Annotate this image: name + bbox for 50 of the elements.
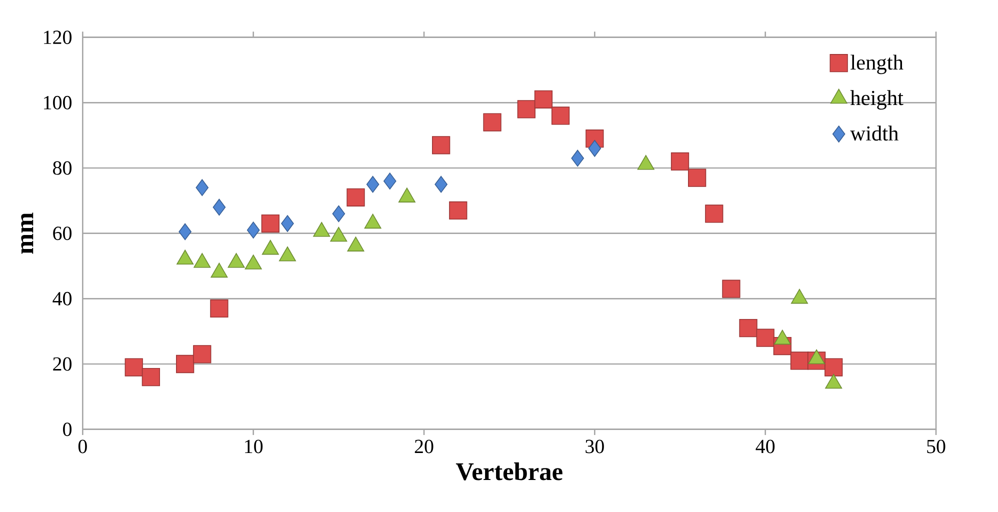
- y-tick-label: 120: [44, 30, 72, 44]
- point: [551, 106, 570, 125]
- point: [212, 198, 226, 216]
- point: [246, 222, 260, 238]
- point: [756, 328, 774, 347]
- point: [534, 90, 553, 108]
- y-tick-label: 60: [53, 226, 72, 240]
- point: [432, 136, 450, 154]
- point: [281, 215, 294, 232]
- point: [176, 354, 194, 374]
- y-tick-label: 0: [63, 422, 72, 436]
- point: [346, 188, 365, 206]
- x-tick-label: 40: [756, 440, 775, 454]
- y-tick-label: 100: [44, 96, 72, 110]
- point: [449, 201, 468, 220]
- x-tick-label: 30: [586, 440, 604, 454]
- point: [261, 214, 280, 233]
- point: [142, 368, 160, 386]
- legend-label: height: [850, 90, 904, 110]
- point: [483, 113, 502, 132]
- y-axis-title: mm: [21, 212, 34, 254]
- point: [332, 205, 346, 222]
- x-tick-label: 50: [927, 440, 946, 454]
- x-tick-label: 0: [78, 440, 87, 454]
- point: [588, 140, 602, 157]
- point: [824, 358, 843, 376]
- point: [670, 152, 690, 171]
- legend-label: length: [850, 54, 904, 74]
- point: [124, 358, 143, 376]
- point: [722, 280, 740, 298]
- y-tick-label: 80: [53, 161, 72, 175]
- point: [178, 223, 192, 240]
- point: [193, 345, 212, 364]
- legend-label: width: [850, 126, 898, 141]
- point: [688, 168, 706, 187]
- point: [571, 150, 584, 167]
- x-tick-label: 20: [414, 440, 434, 454]
- point: [210, 299, 228, 318]
- y-tick-label: 20: [53, 357, 72, 371]
- point: [705, 204, 724, 223]
- point: [366, 176, 380, 193]
- point: [196, 179, 209, 196]
- point: [739, 319, 758, 338]
- point: [434, 176, 448, 193]
- point: [790, 352, 809, 370]
- x-axis-title: Vertebrae: [456, 462, 562, 480]
- point: [383, 172, 396, 190]
- y-tick-label: 40: [52, 292, 72, 306]
- x-tick-label: 10: [245, 440, 263, 454]
- point: [517, 100, 536, 118]
